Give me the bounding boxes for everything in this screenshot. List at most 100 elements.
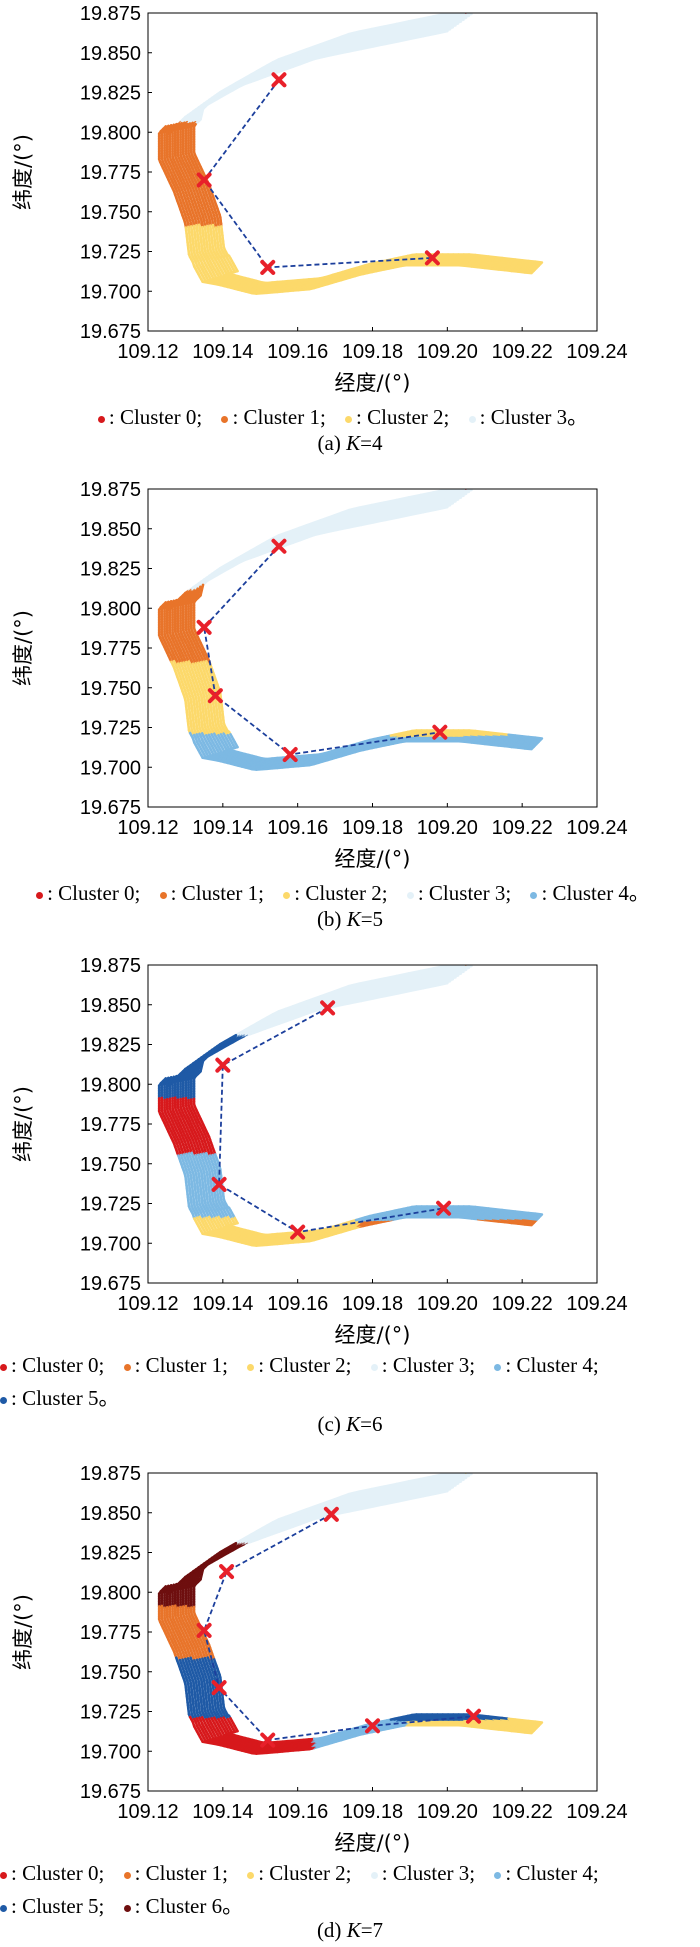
trajectory-segment — [428, 490, 444, 496]
trajectory-segment — [370, 37, 386, 43]
trajectory-segment — [433, 29, 449, 36]
trajectory-segment — [374, 28, 390, 34]
trajectory-segment — [440, 494, 456, 501]
trajectory-segment — [419, 503, 435, 509]
trajectory-segment — [442, 17, 458, 23]
trajectory-segment — [411, 32, 427, 39]
y-tick-label: 19.875 — [80, 3, 141, 25]
trajectory-segment — [404, 507, 420, 513]
legend-item-cluster-2: : Cluster 2; — [345, 405, 449, 430]
trajectory-segment — [396, 25, 412, 31]
trajectory-segment — [374, 516, 390, 522]
trajectory-segment — [389, 36, 405, 42]
trajectory-segment — [424, 506, 440, 512]
trajectory-segment — [402, 33, 418, 39]
trajectory-segment — [385, 508, 401, 515]
trajectory-segment — [346, 42, 362, 48]
trajectory-segment — [364, 505, 380, 511]
legend-swatch — [221, 415, 229, 423]
trajectory-segment — [365, 517, 381, 523]
centroid-path — [203, 545, 440, 756]
y-tick-label: 19.700 — [80, 281, 141, 303]
trajectory-segment — [386, 501, 402, 508]
trajectory-segment — [415, 500, 431, 506]
trajectory-segment — [384, 39, 400, 46]
trajectory-segment — [418, 498, 434, 504]
y-tick-label: 19.850 — [80, 519, 141, 541]
trajectory-segment — [414, 507, 430, 513]
trajectory-segment — [416, 17, 432, 23]
trajectory-segment — [363, 512, 379, 518]
trajectory-segment — [379, 24, 395, 30]
trajectory-segment — [423, 18, 439, 24]
trajectory-segment — [427, 21, 443, 27]
trajectory-segment — [400, 28, 416, 34]
trajectory-segment — [340, 522, 356, 528]
trajectory-segment — [383, 510, 398, 517]
trajectory-segment — [413, 18, 429, 25]
trajectory-segment — [396, 37, 412, 43]
caption-b: (b) K=5 — [0, 907, 700, 932]
trajectory-segment — [370, 513, 386, 519]
trajectory-segment — [441, 500, 457, 506]
trajectory-segment — [436, 503, 452, 510]
trajectory-segment — [386, 25, 402, 32]
trajectory-segment — [438, 13, 454, 20]
trajectory-segment — [455, 14, 471, 20]
trajectory-segment — [382, 498, 398, 504]
legend-label: : Cluster 1; — [232, 405, 326, 429]
y-tick-label: 19.800 — [80, 598, 141, 620]
trajectory-segment — [389, 23, 405, 30]
x-axis-label: 经度/(°) — [335, 371, 411, 395]
trajectory-segment — [383, 34, 398, 41]
trajectory-segment — [354, 36, 370, 42]
trajectory-segment — [441, 489, 457, 494]
trajectory-segment — [409, 986, 425, 993]
trajectory-segment — [347, 506, 361, 512]
trajectory-segment — [369, 32, 385, 38]
trajectory-segment — [463, 13, 470, 14]
trajectory-segment — [385, 32, 401, 39]
trajectory-segment — [397, 30, 413, 36]
trajectory-segment — [408, 498, 424, 504]
trajectory-segment — [393, 27, 409, 33]
trajectory-segment — [362, 995, 378, 1001]
trajectory-segment — [404, 31, 420, 37]
trajectory-segment — [432, 500, 448, 506]
y-tick-label: 19.675 — [80, 797, 141, 819]
trajectory-segment — [437, 496, 453, 503]
y-tick-label: 19.775 — [80, 638, 141, 660]
trajectory-segment — [418, 22, 434, 28]
trajectory-segment — [420, 20, 436, 26]
trajectory-segment — [435, 15, 451, 21]
trajectory-segment — [360, 520, 376, 527]
trajectory-segment — [458, 9, 470, 12]
x-tick-label: 109.14 — [192, 817, 253, 839]
trajectory-segment — [439, 25, 455, 32]
x-tick-label: 109.24 — [566, 341, 627, 363]
centroid-marker — [271, 72, 287, 88]
trajectory-segment — [416, 493, 432, 499]
trajectory-segment — [426, 492, 442, 498]
trajectory-segment — [405, 24, 421, 30]
trajectory-segment — [431, 13, 447, 18]
legend-label: : Cluster 3。 — [479, 405, 589, 429]
trajectory-segment — [193, 587, 199, 598]
trajectory-segment — [436, 979, 452, 986]
legend-label: : Cluster 1; — [170, 881, 264, 905]
chart-c: 109.12 109.14 109.16 109.18 109.20 109.22 109.… — [11, 955, 628, 1347]
y-tick-label: 19.675 — [80, 321, 141, 343]
trajectory-segment — [364, 29, 380, 35]
trajectory-segment — [353, 995, 369, 1001]
trajectory-segment — [425, 499, 441, 505]
x-tick-label: 109.20 — [417, 817, 478, 839]
y-tick-label: 19.750 — [80, 678, 141, 700]
trajectory-segment — [424, 30, 440, 36]
legend-item-cluster-0: : Cluster 0; — [97, 405, 202, 430]
trajectory-segment — [387, 514, 403, 520]
x-tick-label: 109.22 — [492, 341, 553, 363]
trajectory-segment — [377, 502, 393, 508]
chart-panel-b: 109.12 109.14 109.16 109.18 109.20 109.22 109.… — [0, 476, 700, 963]
trajectory-segment — [356, 34, 372, 41]
trajectory-segment — [353, 519, 369, 525]
